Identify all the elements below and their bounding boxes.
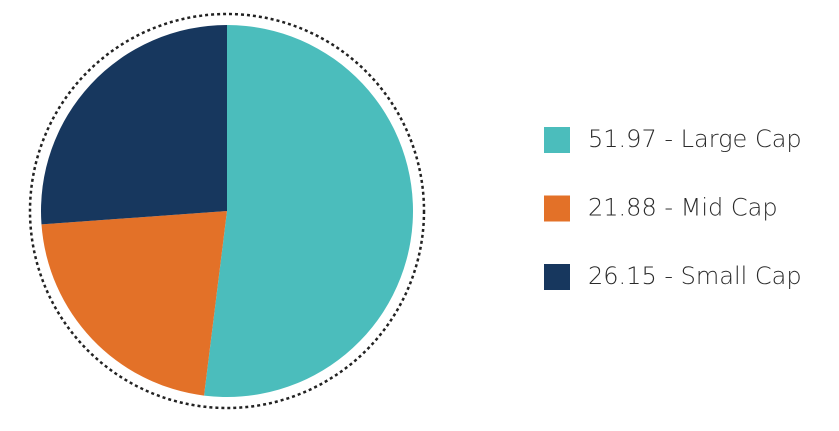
pie-slice [41, 211, 227, 396]
pie-slice [41, 25, 227, 225]
dashed-ring [28, 12, 426, 410]
legend-swatch [544, 127, 570, 153]
legend-swatch [544, 264, 570, 290]
legend-swatch [544, 195, 570, 222]
pie-slice [204, 25, 414, 398]
legend-label: 26.15 - Small Cap [588, 262, 802, 290]
legend-label: 21.88 - Mid Cap [588, 194, 778, 222]
legend-label: 51.97 - Large Cap [588, 125, 802, 153]
